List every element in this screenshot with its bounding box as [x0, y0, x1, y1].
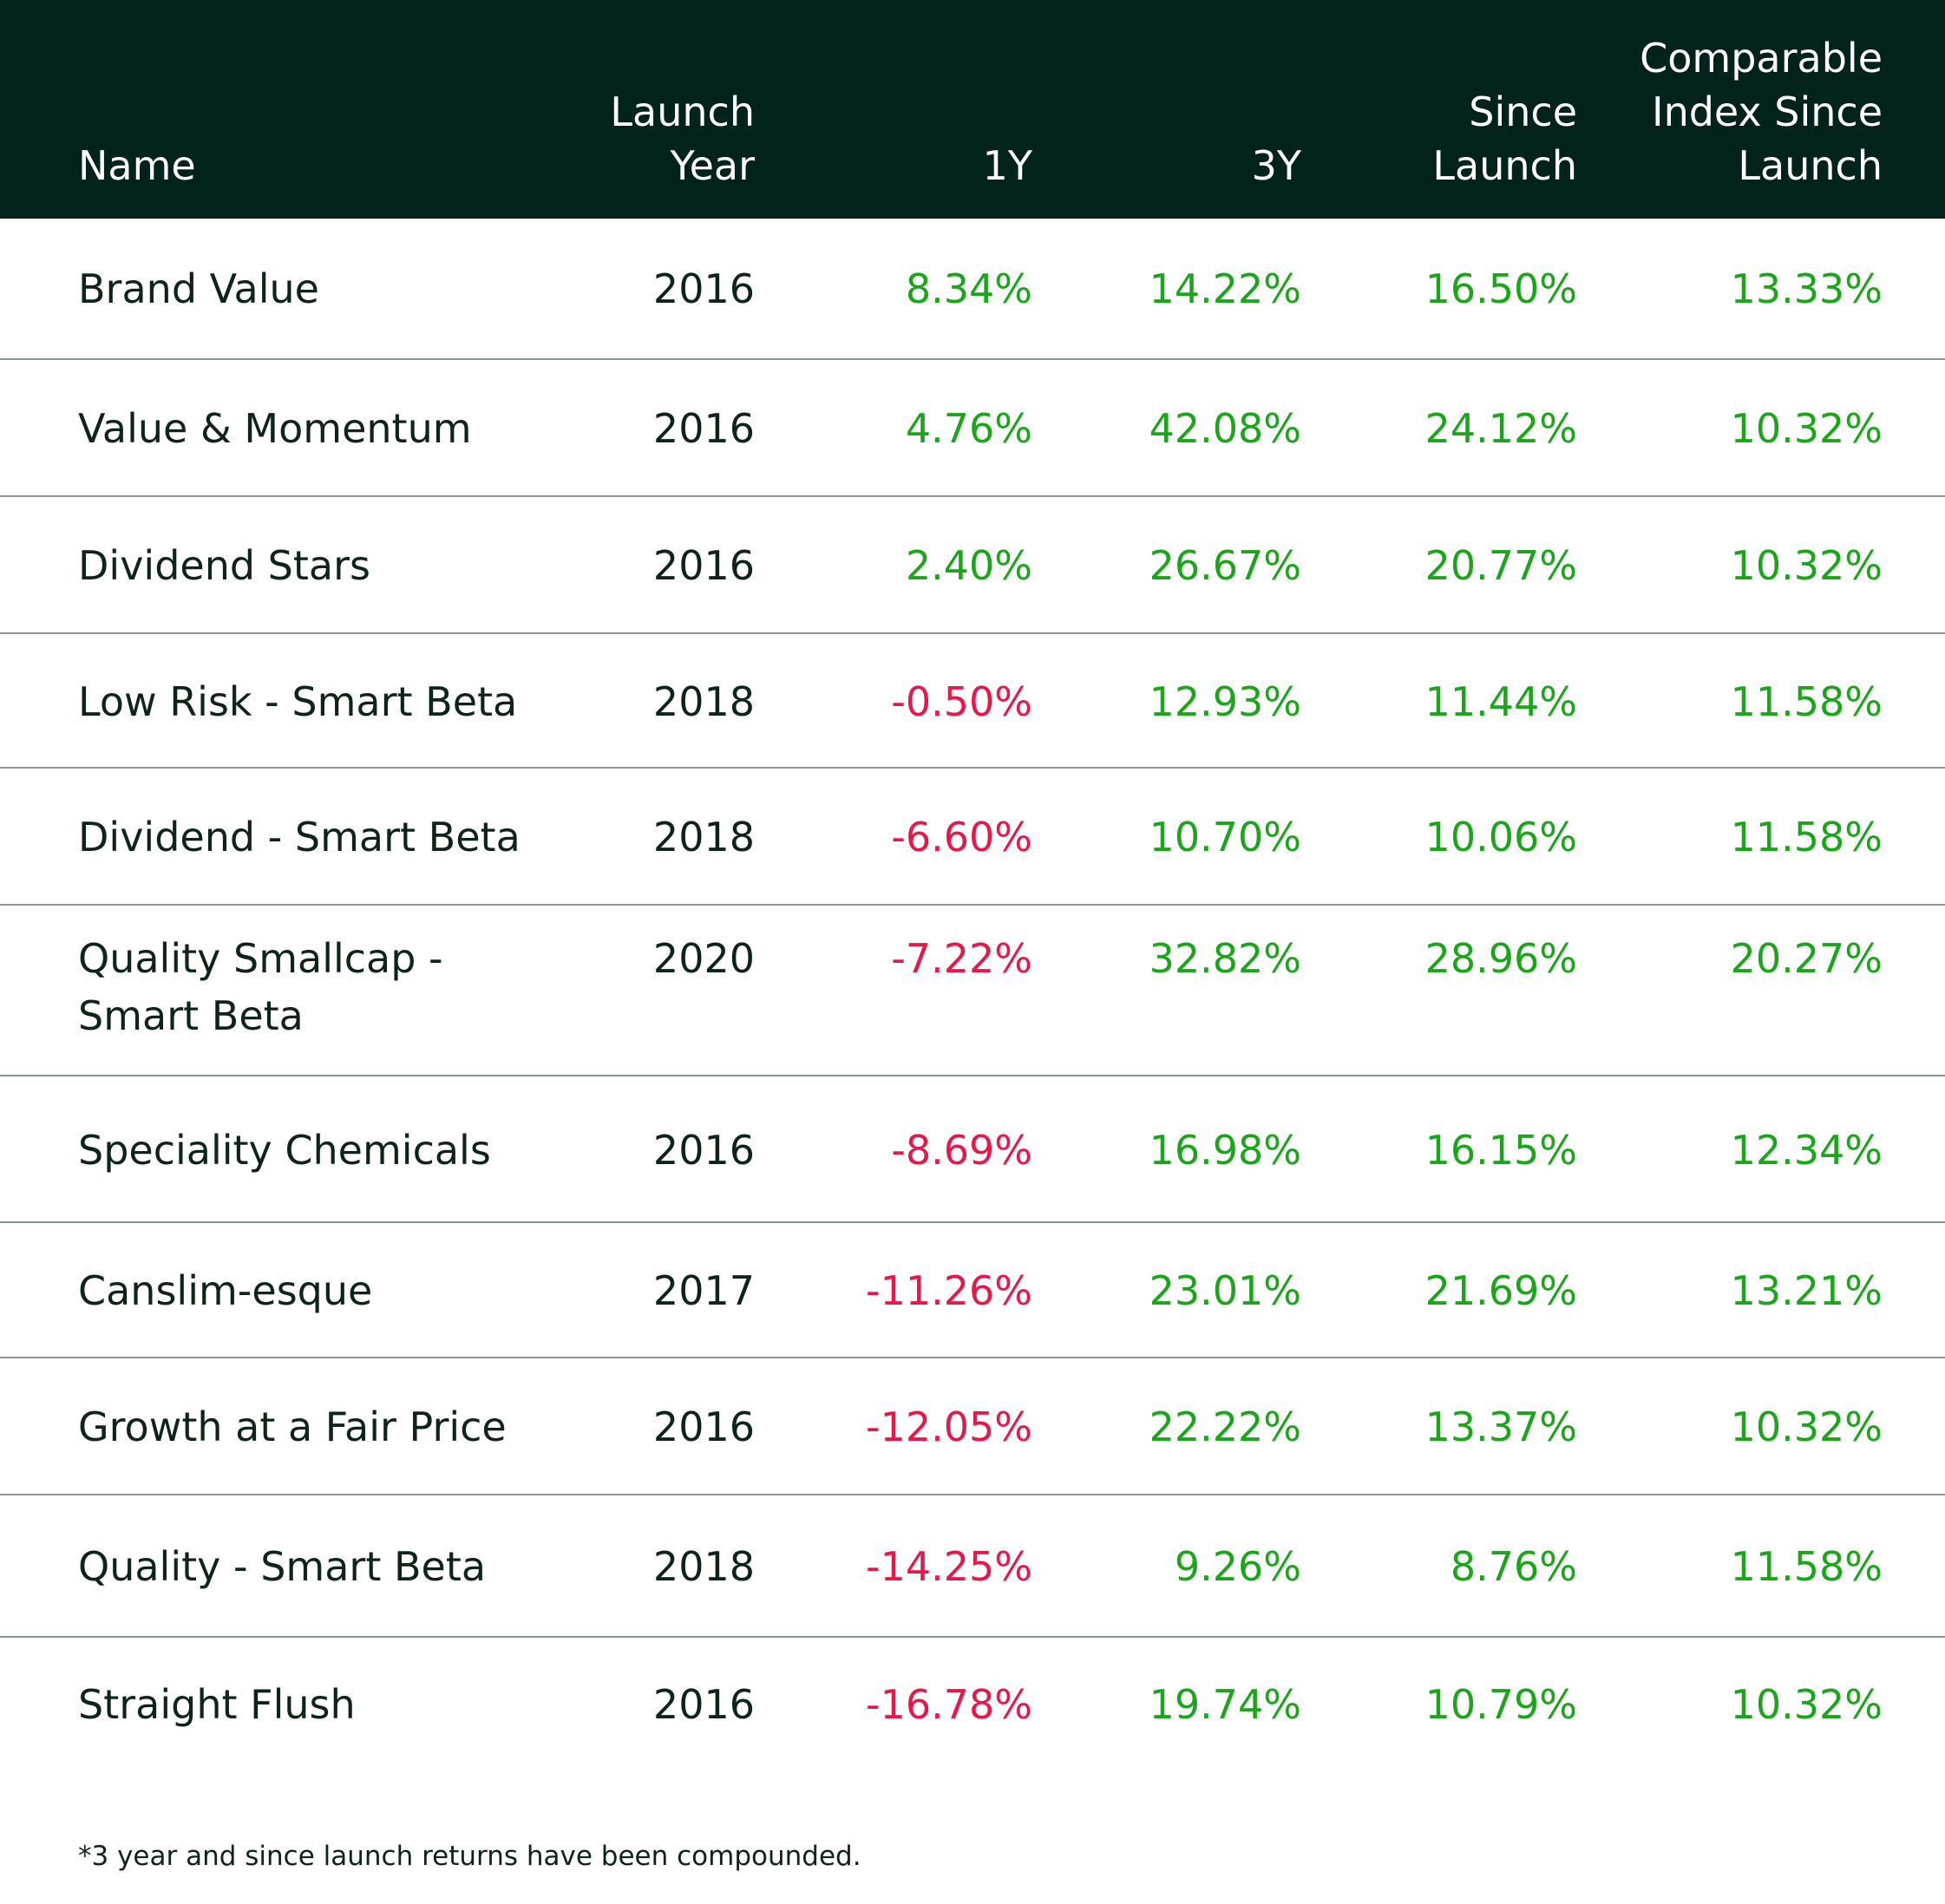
table-row: Dividend - Smart Beta 2018 -6.60% 10.70% 10.… [0, 768, 1945, 905]
row-3y: 23.01% [1149, 1267, 1301, 1314]
table-row: Brand Value 2016 8.34% 14.22% 16.50% 13.33% [0, 219, 1945, 359]
row-1y: -11.26% [866, 1267, 1032, 1314]
row-3y: 22.22% [1149, 1403, 1301, 1450]
row-since-launch: 8.76% [1450, 1543, 1577, 1590]
row-1y: -6.60% [891, 814, 1032, 860]
row-since-launch: 16.50% [1424, 265, 1577, 312]
row-3y: 14.22% [1149, 265, 1301, 312]
row-1y: 2.40% [905, 542, 1032, 589]
row-comparable: 10.32% [1730, 405, 1883, 452]
row-since-launch: 11.44% [1424, 677, 1577, 725]
row-3y: 9.26% [1174, 1543, 1301, 1590]
header-3y: 3Y [1251, 142, 1301, 189]
row-name: Dividend Stars [78, 542, 370, 589]
table-row: Value & Momentum 2016 4.76% 42.08% 24.12% 10.… [0, 359, 1945, 496]
row-since-launch: 10.06% [1424, 814, 1577, 860]
row-name: Canslim-esque [78, 1267, 373, 1314]
header-comparable-index: Comparable Index Since Launch [1640, 35, 1883, 189]
row-comparable: 13.33% [1730, 265, 1883, 312]
row-1y: -8.69% [891, 1126, 1032, 1174]
table-row: Straight Flush 2016 -16.78% 19.74% 10.79% 10.… [0, 1637, 1945, 1770]
row-since-launch: 28.96% [1424, 935, 1577, 982]
row-1y: -16.78% [866, 1681, 1032, 1728]
row-1y: -0.50% [891, 677, 1032, 725]
header-since-launch: Since Launch [1432, 88, 1577, 189]
table-row: Quality Smallcap - Smart Beta 2020 -7.22% 3… [0, 905, 1945, 1076]
table-header-row: Name Launch Year 1Y 3Y Since Launch Comp… [0, 0, 1945, 219]
row-comparable: 20.27% [1730, 935, 1883, 982]
table-row: Growth at a Fair Price 2016 -12.05% 22.22% 1… [0, 1358, 1945, 1495]
row-comparable: 10.32% [1730, 1403, 1883, 1450]
row-comparable: 11.58% [1730, 1543, 1883, 1590]
row-launch-year: 2020 [652, 935, 755, 982]
row-launch-year: 2016 [652, 542, 755, 589]
footnote: *3 year and since launch returns have be… [78, 1841, 861, 1872]
header-launch-year: Launch Year [610, 88, 755, 189]
row-launch-year: 2018 [652, 814, 755, 860]
row-3y: 26.67% [1149, 542, 1301, 589]
row-comparable: 12.34% [1730, 1126, 1883, 1174]
row-3y: 32.82% [1149, 935, 1301, 982]
row-launch-year: 2018 [652, 677, 755, 725]
row-1y: -14.25% [866, 1543, 1032, 1590]
row-1y: -7.22% [891, 935, 1032, 982]
row-comparable: 11.58% [1730, 677, 1883, 725]
row-since-launch: 21.69% [1424, 1267, 1577, 1314]
row-name: Straight Flush [78, 1681, 356, 1728]
row-comparable: 11.58% [1730, 814, 1883, 860]
row-launch-year: 2018 [652, 1543, 755, 1590]
table-row: Dividend Stars 2016 2.40% 26.67% 20.77% 10.32… [0, 496, 1945, 633]
header-name: Name [78, 142, 196, 189]
row-name: Speciality Chemicals [78, 1126, 491, 1174]
row-3y: 16.98% [1149, 1126, 1301, 1174]
row-1y: 8.34% [905, 265, 1032, 312]
row-since-launch: 13.37% [1424, 1403, 1577, 1450]
row-since-launch: 10.79% [1424, 1681, 1577, 1728]
row-3y: 19.74% [1149, 1681, 1301, 1728]
row-1y: -12.05% [866, 1403, 1032, 1450]
row-comparable: 13.21% [1730, 1267, 1883, 1314]
row-launch-year: 2016 [652, 1126, 755, 1174]
row-name: Low Risk - Smart Beta [78, 677, 518, 725]
row-launch-year: 2016 [652, 1681, 755, 1728]
row-name: Value & Momentum [78, 405, 472, 452]
row-since-launch: 24.12% [1424, 405, 1577, 452]
row-name: Quality Smallcap - Smart Beta [78, 935, 443, 1039]
row-since-launch: 20.77% [1424, 542, 1577, 589]
table-row: Canslim-esque 2017 -11.26% 23.01% 21.69% 13.2… [0, 1222, 1945, 1358]
row-launch-year: 2016 [652, 405, 755, 452]
row-1y: 4.76% [905, 405, 1032, 452]
table-row: Low Risk - Smart Beta 2018 -0.50% 12.93% 11.… [0, 633, 1945, 768]
row-name: Growth at a Fair Price [78, 1403, 507, 1450]
table-body: Brand Value 2016 8.34% 14.22% 16.50% 13.33% Va… [0, 219, 1945, 1770]
row-3y: 42.08% [1149, 405, 1301, 452]
performance-table: Name Launch Year 1Y 3Y Since Launch Comp… [0, 0, 1945, 1770]
row-comparable: 10.32% [1730, 542, 1883, 589]
row-name: Brand Value [78, 265, 319, 312]
row-launch-year: 2016 [652, 265, 755, 312]
table-row: Speciality Chemicals 2016 -8.69% 16.98% 16.1… [0, 1076, 1945, 1222]
table-row: Quality - Smart Beta 2018 -14.25% 9.26% 8.76… [0, 1495, 1945, 1637]
row-3y: 12.93% [1149, 677, 1301, 725]
row-name: Dividend - Smart Beta [78, 814, 521, 860]
header-1y: 1Y [982, 142, 1032, 189]
row-launch-year: 2016 [652, 1403, 755, 1450]
row-since-launch: 16.15% [1424, 1126, 1577, 1174]
row-3y: 10.70% [1149, 814, 1301, 860]
row-launch-year: 2017 [652, 1267, 755, 1314]
row-comparable: 10.32% [1730, 1681, 1883, 1728]
row-name: Quality - Smart Beta [78, 1543, 487, 1590]
